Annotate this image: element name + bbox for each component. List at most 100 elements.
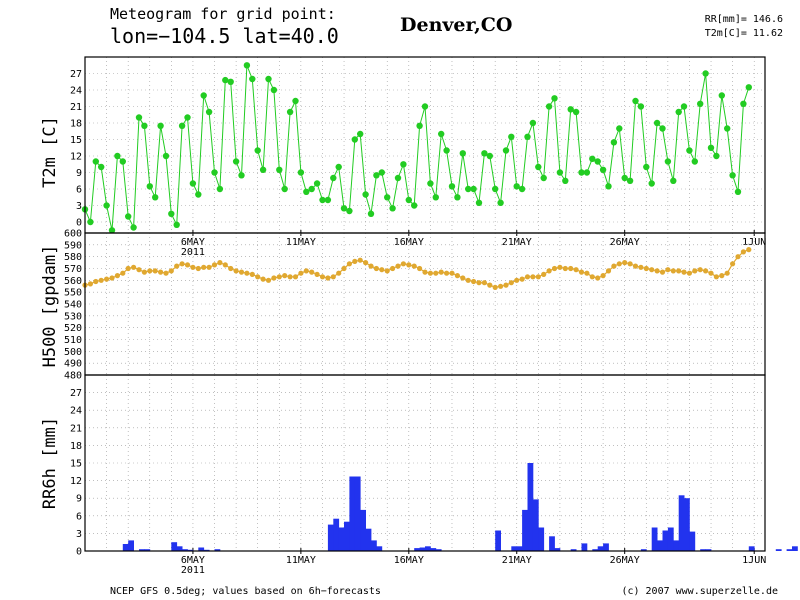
y-tick-label: 500 xyxy=(64,347,82,358)
precip-bar xyxy=(376,546,383,551)
data-point xyxy=(341,265,347,272)
data-point xyxy=(276,274,282,280)
precip-bar xyxy=(198,547,205,551)
data-point xyxy=(492,284,498,290)
copyright-note: (c) 2007 www.superzelle.de xyxy=(621,586,778,597)
data-point xyxy=(524,274,531,280)
data-point xyxy=(438,269,444,275)
data-point xyxy=(508,280,514,286)
data-point xyxy=(324,196,332,204)
data-point xyxy=(378,169,385,176)
data-point xyxy=(184,114,191,121)
data-point xyxy=(540,174,547,182)
data-point xyxy=(405,196,412,204)
x-tick-label: 16MAY xyxy=(394,555,424,566)
x-year-label: 2011 xyxy=(181,247,205,258)
y-tick-label: 0 xyxy=(76,218,82,229)
precip-bar xyxy=(354,476,361,551)
data-point xyxy=(573,267,579,273)
y-tick-label: 24 xyxy=(70,406,82,417)
data-point xyxy=(92,158,100,165)
data-point xyxy=(589,155,596,162)
data-point xyxy=(465,277,471,283)
y-tick-label: 27 xyxy=(70,69,82,80)
data-point xyxy=(351,136,358,143)
data-point xyxy=(535,274,541,280)
data-point xyxy=(627,261,633,267)
data-point xyxy=(643,163,650,171)
y-tick-label: 9 xyxy=(76,168,82,179)
data-point xyxy=(206,264,212,270)
data-point xyxy=(336,270,342,276)
data-point xyxy=(518,185,526,193)
data-point xyxy=(557,264,563,270)
data-point xyxy=(697,267,703,273)
data-point xyxy=(141,269,147,275)
precip-bar xyxy=(667,527,674,551)
data-point xyxy=(297,169,305,176)
data-point xyxy=(287,274,293,280)
data-point xyxy=(595,275,601,281)
data-point xyxy=(400,161,407,168)
data-point xyxy=(394,174,402,182)
data-point xyxy=(330,274,336,280)
data-point xyxy=(421,103,429,110)
data-point xyxy=(141,122,148,129)
y-tick-label: 12 xyxy=(70,152,82,163)
rr6h-panel: 0 3 6 9 12 15 18 21 24 27 6MAY 11MAY 16MAY 21MAY 26MAY… xyxy=(70,374,798,576)
data-point xyxy=(638,264,644,270)
data-point xyxy=(740,249,747,255)
y-tick-label: 27 xyxy=(70,388,82,399)
y-tick-label: 3 xyxy=(76,529,82,540)
precip-bar xyxy=(344,521,350,551)
data-point xyxy=(201,264,207,270)
data-point xyxy=(233,268,239,274)
precip-bar xyxy=(657,540,663,551)
data-point xyxy=(340,205,348,212)
data-point xyxy=(427,180,434,187)
data-point xyxy=(205,108,213,116)
data-point xyxy=(433,270,439,276)
data-point xyxy=(135,114,143,121)
data-point xyxy=(216,185,224,193)
t2m-axis-label: T2m [C] xyxy=(40,116,60,188)
x-tick-label: 1JUN xyxy=(742,237,766,248)
data-point xyxy=(740,100,747,108)
data-point xyxy=(406,262,412,268)
precip-bar xyxy=(349,476,356,551)
y-tick-label: 15 xyxy=(70,135,82,146)
data-point xyxy=(524,133,531,140)
data-point xyxy=(146,183,153,190)
precip-bar xyxy=(792,546,798,551)
data-point xyxy=(411,202,418,209)
data-point xyxy=(600,273,606,279)
data-point xyxy=(114,152,121,160)
data-point xyxy=(254,147,261,154)
data-point xyxy=(562,265,568,272)
data-point xyxy=(303,268,309,274)
y-tick-label: 15 xyxy=(70,459,82,470)
data-point xyxy=(530,274,536,280)
y-tick-label: 21 xyxy=(70,102,82,113)
precip-bar xyxy=(144,549,151,551)
data-point xyxy=(255,274,261,280)
data-point xyxy=(190,264,196,270)
data-point xyxy=(367,210,375,217)
data-point xyxy=(362,191,369,198)
data-point xyxy=(584,270,590,276)
data-point xyxy=(119,158,127,165)
data-point xyxy=(454,194,461,201)
data-point xyxy=(622,260,628,266)
data-point xyxy=(271,275,277,281)
data-point xyxy=(692,268,698,274)
data-point xyxy=(232,158,240,165)
data-point xyxy=(292,97,299,105)
precip-bar xyxy=(549,536,555,551)
data-point xyxy=(200,92,207,99)
precip-bar xyxy=(333,518,340,551)
precip-bar xyxy=(705,549,712,551)
data-point xyxy=(125,213,132,220)
data-point xyxy=(529,119,537,127)
precip-bar xyxy=(430,548,437,551)
y-tick-label: 510 xyxy=(64,335,82,346)
